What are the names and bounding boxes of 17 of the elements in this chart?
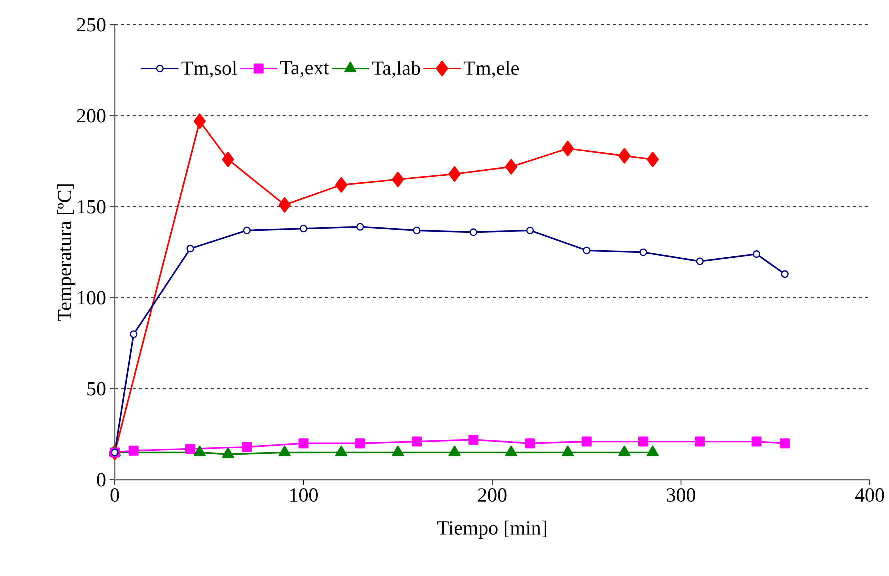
x-tick-label: 200 bbox=[478, 488, 507, 502]
y-tick-label: 100 bbox=[78, 291, 106, 305]
y-axis-title: Temperatura [ºC] bbox=[57, 184, 76, 322]
y-tick-label: 50 bbox=[88, 382, 106, 396]
y-tick-label: 150 bbox=[78, 200, 106, 214]
legend-label: Tm,ele bbox=[464, 61, 519, 78]
x-tick-label: 0 bbox=[110, 488, 120, 502]
x-tick-label: 100 bbox=[290, 488, 318, 502]
y-tick-label: 250 bbox=[77, 18, 106, 32]
legend-label: Tm,sol bbox=[182, 61, 238, 78]
x-tick-label: 300 bbox=[667, 488, 696, 502]
x-tick-label: 400 bbox=[855, 488, 884, 502]
x-axis-title: Tiempo [min] bbox=[437, 520, 546, 540]
y-tick-label: 0 bbox=[97, 473, 106, 487]
y-tick-label: 200 bbox=[77, 109, 106, 123]
legend-label: Ta,ext bbox=[280, 61, 330, 78]
legend-label: Ta,lab bbox=[372, 61, 420, 78]
